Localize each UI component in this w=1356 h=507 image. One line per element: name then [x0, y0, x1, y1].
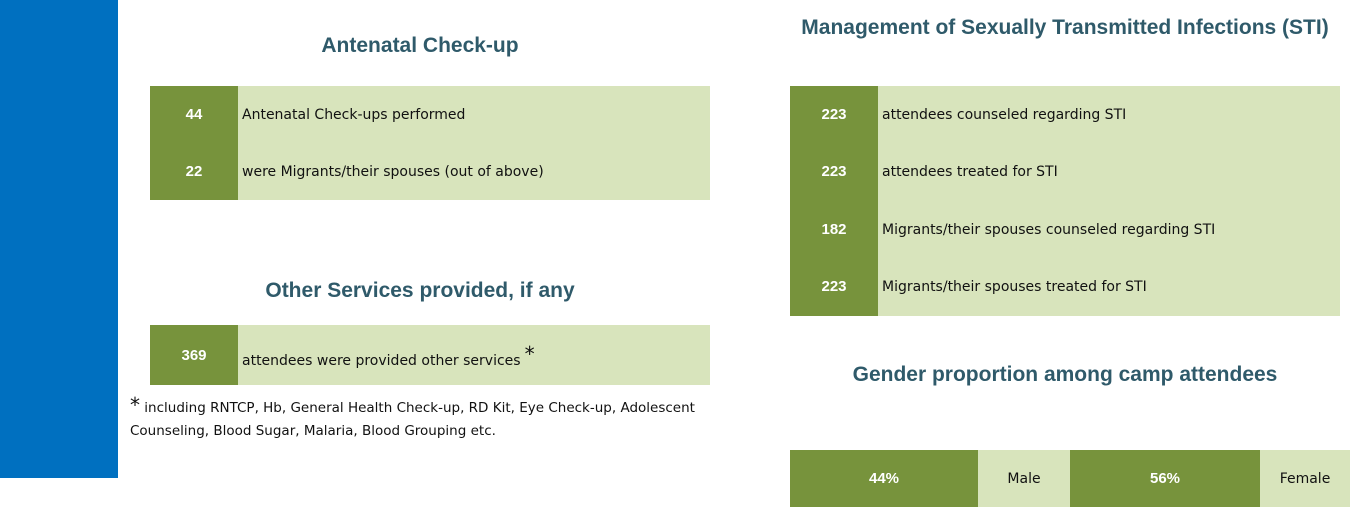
side-bar [0, 0, 118, 478]
row: 223 Migrants/their spouses treated for ST… [790, 258, 1340, 315]
row-text: attendees were provided other services [242, 352, 521, 369]
footnote-text: including RNTCP, Hb, General Health Chec… [130, 400, 695, 439]
footnote-marker: * [130, 393, 140, 417]
number: 223 [821, 163, 847, 180]
row: 369 attendees were provided other service… [150, 325, 710, 385]
row-text: attendees treated for STI [882, 163, 1058, 180]
section-title: Gender proportion among camp attendees [852, 363, 1278, 386]
footnote-marker: * [524, 341, 535, 366]
number-column [150, 325, 238, 385]
row-text: Antenatal Check-ups performed [242, 106, 466, 123]
row-text: attendees were provided other services * [238, 342, 535, 369]
row: 44 Antenatal Check-ups performed [150, 86, 710, 143]
number-column [790, 86, 878, 316]
number: 369 [181, 346, 207, 364]
number: 44 [185, 106, 203, 123]
section-title: Management of Sexually Transmitted Infec… [801, 16, 1329, 39]
gender-label: Male [978, 450, 1070, 507]
gender-percent: 44% [790, 450, 978, 507]
section-title: Other Services provided, if any [265, 279, 575, 302]
section-title: Antenatal Check-up [321, 34, 519, 57]
row-text: Migrants/their spouses treated for STI [882, 278, 1147, 295]
row: 223 attendees counseled regarding STI [790, 86, 1340, 143]
gender-label: Female [1260, 450, 1350, 507]
row-text: were Migrants/their spouses (out of abov… [242, 163, 544, 180]
number: 223 [821, 106, 847, 123]
table: 44 Antenatal Check-ups performed 22 were M… [150, 86, 710, 200]
number: 223 [821, 278, 847, 295]
gender-bar: 44% Male 56% Female [790, 450, 1350, 507]
row-text: Migrants/their spouses counseled regardi… [882, 221, 1216, 238]
row: 223 attendees treated for STI [790, 143, 1340, 200]
gender-percent: 56% [1070, 450, 1260, 507]
row-text: attendees counseled regarding STI [882, 106, 1127, 123]
table: 369 attendees were provided other service… [150, 325, 710, 385]
table: 223 attendees counseled regarding STI 223… [790, 86, 1340, 316]
number-column [150, 86, 238, 200]
number: 22 [185, 163, 203, 180]
row: 182 Migrants/their spouses counseled rega… [790, 201, 1340, 258]
number: 182 [821, 221, 847, 238]
footnote: * including RNTCP, Hb, General Health Ch… [130, 394, 720, 443]
row: 22 were Migrants/their spouses (out of ab… [150, 143, 710, 200]
